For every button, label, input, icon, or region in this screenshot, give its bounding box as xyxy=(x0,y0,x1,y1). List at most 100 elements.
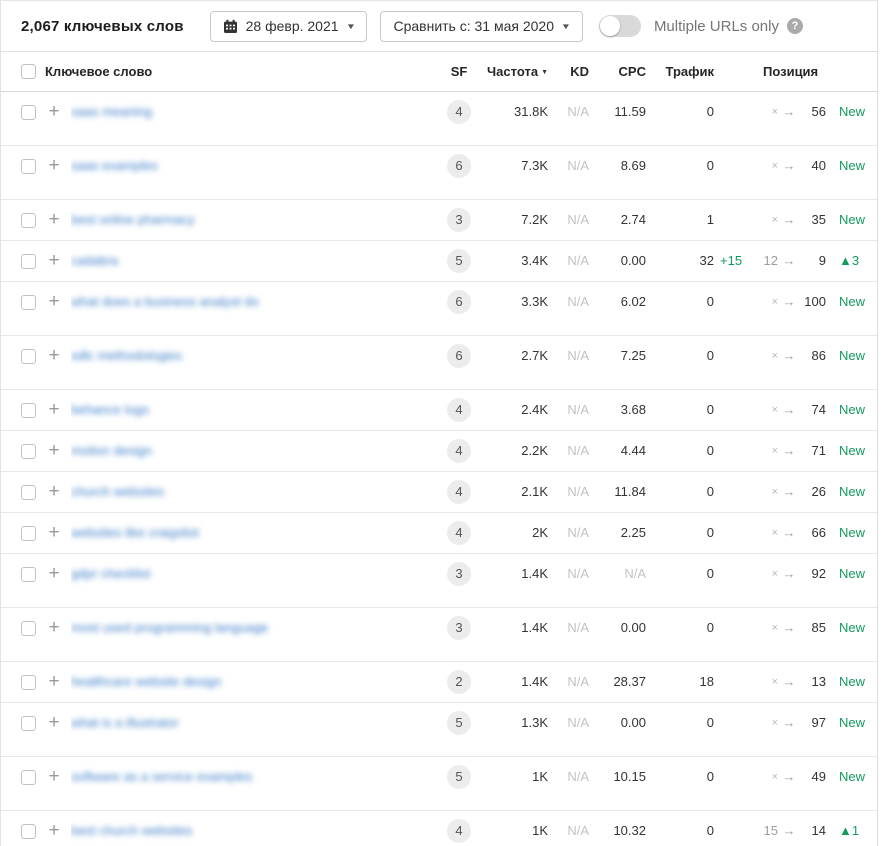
add-icon[interactable]: + xyxy=(48,345,60,366)
keyword-link[interactable]: best church websites xyxy=(71,823,193,838)
keyword-link[interactable]: software as a service examples xyxy=(71,769,253,784)
row-checkbox[interactable] xyxy=(21,770,36,785)
serp-features-badge: 6 xyxy=(447,290,471,314)
table-row: + gdpr checklist 3 1.4K N/A N/A 0 × → 92… xyxy=(1,554,877,608)
row-checkbox[interactable] xyxy=(21,444,36,459)
calendar-icon xyxy=(223,19,238,34)
position-from: 12 xyxy=(763,253,778,268)
keyword-link[interactable]: gdpr checklist xyxy=(71,566,151,581)
column-header-kd[interactable]: KD xyxy=(570,64,589,79)
serp-features-badge: 3 xyxy=(447,562,471,586)
position-cell: 15 → 14 ▲1 xyxy=(748,819,877,843)
cpc-cell: 2.74 xyxy=(620,212,646,227)
kd-cell: N/A xyxy=(567,769,589,784)
multiple-urls-toggle[interactable] xyxy=(598,15,641,37)
add-icon[interactable]: + xyxy=(48,712,60,733)
add-icon[interactable]: + xyxy=(48,671,60,692)
keyword-link[interactable]: behance logo xyxy=(71,402,150,417)
add-icon[interactable]: + xyxy=(48,291,60,312)
row-checkbox[interactable] xyxy=(21,675,36,690)
position-cell: × → 97 New xyxy=(748,711,877,735)
column-header-volume[interactable]: Частота ▼ xyxy=(487,64,548,79)
add-icon[interactable]: + xyxy=(48,617,60,638)
position-from: × xyxy=(771,676,778,688)
select-all-checkbox[interactable] xyxy=(21,64,36,79)
row-checkbox[interactable] xyxy=(21,621,36,636)
keyword-link[interactable]: saas examples xyxy=(71,158,158,173)
row-checkbox[interactable] xyxy=(21,526,36,541)
row-checkbox[interactable] xyxy=(21,403,36,418)
keyword-link[interactable]: cadabra xyxy=(71,253,118,268)
keyword-link[interactable]: saas meaning xyxy=(71,104,152,119)
add-icon[interactable]: + xyxy=(48,820,60,841)
row-checkbox[interactable] xyxy=(21,295,36,310)
add-icon[interactable]: + xyxy=(48,155,60,176)
cpc-cell: 0.00 xyxy=(620,715,646,730)
traffic-cell: 0 xyxy=(706,104,714,119)
row-checkbox[interactable] xyxy=(21,213,36,228)
cpc-cell: 4.44 xyxy=(620,443,646,458)
column-header-cpc[interactable]: CPC xyxy=(618,64,646,79)
serp-features-badge: 5 xyxy=(447,249,471,273)
table-row: + healthcare website design 2 1.4K N/A 2… xyxy=(1,662,877,703)
row-checkbox[interactable] xyxy=(21,485,36,500)
row-checkbox[interactable] xyxy=(21,567,36,582)
position-to: 14 xyxy=(811,823,826,838)
position-to: 56 xyxy=(811,104,826,119)
add-icon[interactable]: + xyxy=(48,250,60,271)
kd-cell: N/A xyxy=(567,253,589,268)
add-icon[interactable]: + xyxy=(48,522,60,543)
keyword-link[interactable]: sdlc methodologies xyxy=(71,348,183,363)
keyword-link[interactable]: healthcare website design xyxy=(71,674,222,689)
keyword-link[interactable]: church websites xyxy=(71,484,165,499)
serp-features-badge: 6 xyxy=(447,344,471,368)
compare-date-button[interactable]: Сравнить с: 31 мая 2020 ▼ xyxy=(380,10,583,42)
add-icon[interactable]: + xyxy=(48,209,60,230)
table-row: + cadabra 5 3.4K N/A 0.00 32 +15 12 → 9 … xyxy=(1,241,877,282)
date-picker-button[interactable]: 28 февр. 2021 ▼ xyxy=(209,10,368,42)
keyword-link[interactable]: what does a business analyst do xyxy=(71,294,259,309)
table-row: + what is a illustrator 5 1.3K N/A 0.00 … xyxy=(1,703,877,757)
volume-cell: 31.8K xyxy=(514,104,548,119)
cpc-cell: 8.69 xyxy=(620,158,646,173)
row-checkbox[interactable] xyxy=(21,254,36,269)
add-icon[interactable]: + xyxy=(48,440,60,461)
add-icon[interactable]: + xyxy=(48,481,60,502)
table-body: + saas meaning 4 31.8K N/A 11.59 0 × → 5… xyxy=(1,92,877,846)
position-change: New xyxy=(839,158,866,173)
help-icon[interactable]: ? xyxy=(786,18,803,34)
position-from: × xyxy=(771,771,778,783)
position-change: New xyxy=(839,348,866,363)
column-header-keyword[interactable]: Ключевое слово xyxy=(45,64,153,79)
column-header-traffic[interactable]: Трафик xyxy=(665,64,715,79)
row-checkbox[interactable] xyxy=(21,716,36,731)
row-checkbox[interactable] xyxy=(21,159,36,174)
position-to: 49 xyxy=(811,769,826,784)
position-change: New xyxy=(839,769,866,784)
arrow-right-icon: → xyxy=(782,769,796,784)
keyword-link[interactable]: websites like craigslist xyxy=(71,525,199,540)
position-to: 35 xyxy=(811,212,826,227)
row-checkbox[interactable] xyxy=(21,105,36,120)
column-header-position[interactable]: Позиция xyxy=(763,64,819,79)
position-from: × xyxy=(771,214,778,226)
position-from: × xyxy=(771,527,778,539)
position-cell: × → 66 New xyxy=(748,521,877,545)
serp-features-badge: 5 xyxy=(447,765,471,789)
volume-cell: 1.4K xyxy=(521,674,548,689)
row-checkbox[interactable] xyxy=(21,349,36,364)
keyword-link[interactable]: most used programming language xyxy=(71,620,269,635)
add-icon[interactable]: + xyxy=(48,101,60,122)
add-icon[interactable]: + xyxy=(48,766,60,787)
keyword-link[interactable]: what is a illustrator xyxy=(71,715,179,730)
keyword-link[interactable]: best online pharmacy xyxy=(71,212,195,227)
column-header-sf[interactable]: SF xyxy=(450,64,468,79)
add-icon[interactable]: + xyxy=(48,563,60,584)
keyword-link[interactable]: motion design xyxy=(71,443,152,458)
row-checkbox[interactable] xyxy=(21,824,36,839)
kd-cell: N/A xyxy=(567,674,589,689)
add-icon[interactable]: + xyxy=(48,399,60,420)
position-change: New xyxy=(839,484,866,499)
cpc-cell: 28.37 xyxy=(613,674,646,689)
serp-features-badge: 3 xyxy=(447,616,471,640)
